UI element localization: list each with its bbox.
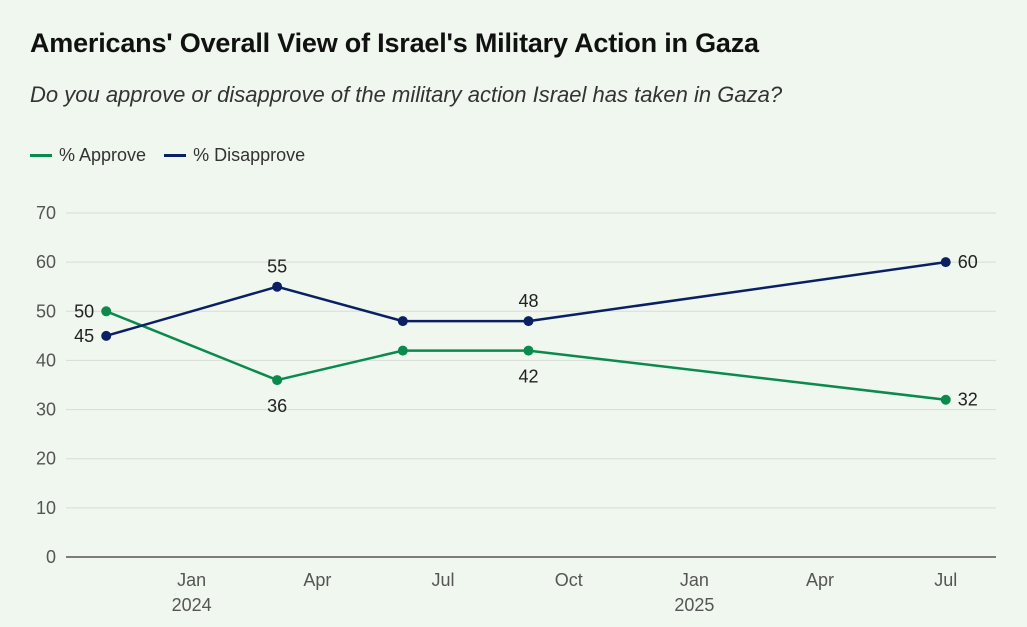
legend-label-disapprove: % Disapprove [193,145,306,165]
x-tick-label-6: Jul [934,570,957,590]
y-tick-label-50: 50 [36,301,56,321]
x-tick-label-0: Jan [177,570,206,590]
data-label-disapprove-3: 48 [518,291,538,311]
y-tick-label-30: 30 [36,400,56,420]
data-point-disapprove-4 [940,257,951,268]
data-point-approve-3 [523,345,534,356]
x-tick-label-1: Apr [303,570,331,590]
data-point-disapprove-3 [523,316,534,327]
y-tick-label-10: 10 [36,498,56,518]
y-tick-label-40: 40 [36,350,56,370]
chart-legend: % Approve % Disapprove [30,145,305,166]
data-label-approve-4: 32 [958,390,978,410]
legend-swatch-disapprove [164,154,187,157]
data-point-approve-2 [397,345,408,356]
data-point-approve-0 [101,306,112,317]
chart-subtitle: Do you approve or disapprove of the mili… [30,82,783,107]
legend-label-approve: % Approve [59,145,147,165]
data-label-disapprove-4: 60 [958,252,978,272]
data-point-disapprove-0 [101,330,112,341]
y-tick-label-60: 60 [36,252,56,272]
data-label-approve-0: 50 [74,301,94,321]
y-tick-label-20: 20 [36,449,56,469]
chart-title: Americans' Overall View of Israel's Mili… [30,28,759,58]
data-point-approve-4 [940,394,951,405]
data-label-disapprove-1: 55 [267,257,287,277]
legend-item-disapprove[interactable]: % Disapprove [164,145,305,166]
x-tick-year-0: 2024 [172,595,212,615]
legend-item-approve[interactable]: % Approve [30,145,146,166]
data-label-approve-3: 42 [518,367,538,387]
x-tick-label-5: Apr [806,570,834,590]
legend-swatch-approve [30,154,52,157]
y-tick-label-70: 70 [36,203,56,223]
data-point-disapprove-1 [272,281,283,292]
data-label-approve-1: 36 [267,396,287,416]
data-label-disapprove-0: 45 [74,326,94,346]
x-tick-label-2: Jul [432,570,455,590]
data-point-approve-1 [272,375,283,386]
x-tick-label-3: Oct [555,570,583,590]
y-tick-label-0: 0 [46,547,56,567]
data-point-disapprove-2 [397,316,408,327]
x-tick-label-4: Jan [680,570,709,590]
x-tick-year-4: 2025 [674,595,714,615]
